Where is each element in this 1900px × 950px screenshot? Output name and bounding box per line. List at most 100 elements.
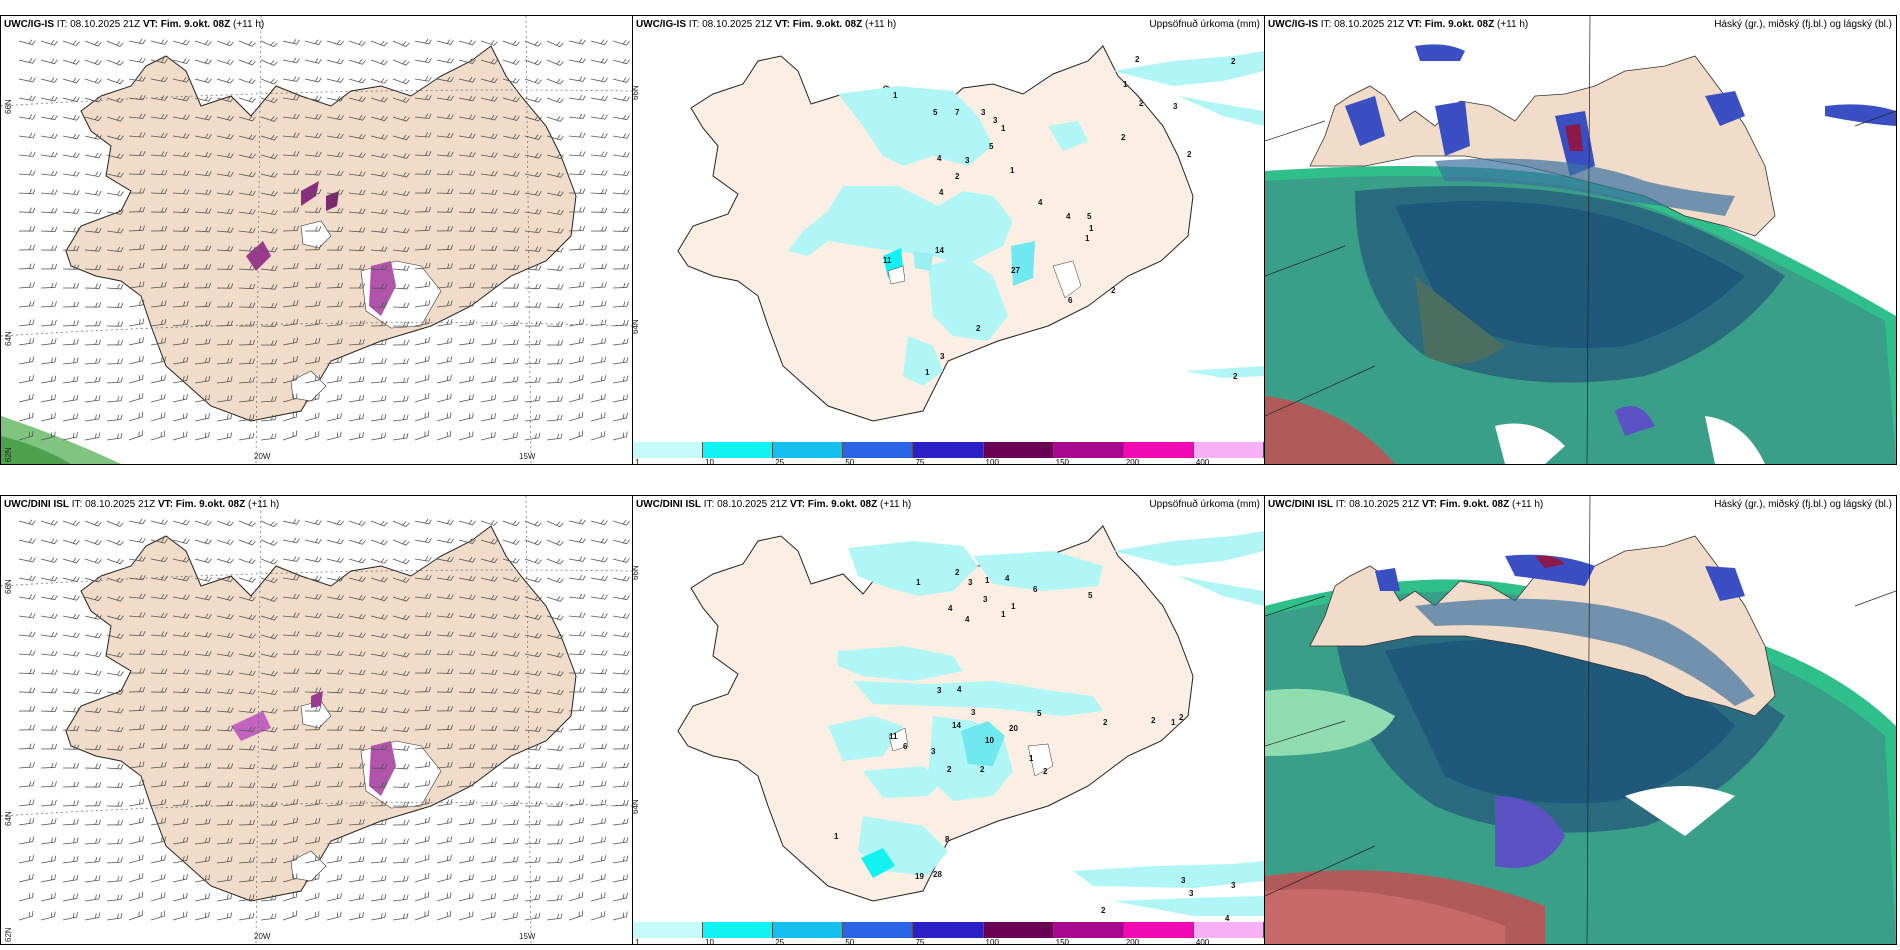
wind-barb (304, 188, 322, 195)
precip-amount-label: 2 (947, 765, 952, 774)
wind-barb (612, 58, 630, 65)
wind-barb (458, 538, 476, 544)
wind-barb (348, 171, 366, 177)
wind-barb (502, 227, 520, 233)
wind-barb (172, 189, 190, 195)
wind-barb (18, 244, 36, 251)
wind-barb (326, 743, 344, 750)
wind-barb (370, 782, 388, 788)
wind-barb (414, 299, 431, 308)
wind-barb (612, 837, 629, 845)
precip-amount-label: 1 (1171, 718, 1176, 727)
wind-barb (304, 650, 322, 656)
wind-barb (348, 632, 366, 638)
wind-barb (502, 800, 519, 807)
wind-barb (18, 873, 34, 883)
wind-barb (216, 395, 233, 403)
wind-barb (436, 356, 453, 365)
wind-barb (18, 337, 35, 346)
wind-barb (282, 393, 298, 403)
wind-barb (84, 651, 102, 658)
wind-barb (172, 133, 190, 139)
wind-barb (106, 321, 124, 327)
wind-barb (568, 687, 586, 693)
wind-barb (524, 321, 542, 327)
wind-barb (568, 411, 584, 422)
wind-barb (194, 226, 212, 233)
wind-barb (238, 395, 255, 403)
wind-panel-row2: UWC/DINI ISL IT: 08.10.2025 21Z VT: Fim.… (0, 495, 633, 945)
wind-barb (150, 430, 166, 441)
wind-barb (370, 893, 387, 902)
wind-barb (568, 891, 584, 902)
wind-barb (260, 520, 278, 528)
wind-barb (150, 892, 166, 902)
wind-barb (150, 519, 168, 525)
wind-barb (18, 631, 36, 637)
wind-barb (172, 245, 190, 251)
wind-barb (304, 375, 320, 384)
wind-barb (436, 39, 454, 45)
wind-barb (546, 284, 564, 290)
wind-barb (458, 226, 476, 232)
wind-barb (106, 153, 124, 159)
precip-amount-label: 5 (989, 142, 994, 151)
wind-barb (18, 817, 35, 826)
wind-barb (392, 395, 409, 403)
wind-barb (480, 594, 498, 601)
wind-barb (348, 688, 366, 694)
wind-barb (304, 911, 320, 921)
wind-barb (194, 375, 211, 384)
wind-barb (40, 207, 58, 214)
wind-barb (590, 226, 608, 232)
wind-barb (18, 300, 35, 308)
wind-barb (524, 912, 541, 921)
wind-barb (40, 114, 58, 121)
wind-barb (216, 283, 234, 289)
wind-barb (370, 376, 387, 384)
wind-barb (458, 725, 476, 731)
wind-barb (568, 318, 585, 327)
wind-barb (18, 575, 36, 582)
wind-barb (150, 799, 167, 807)
wind-barb (84, 576, 102, 583)
wind-barb (238, 209, 256, 215)
wind-barb (40, 594, 58, 601)
wind-barb (62, 133, 80, 140)
wind-barb (40, 189, 58, 195)
wind-barb (18, 170, 36, 176)
wind-barb (40, 263, 58, 270)
wind-barb (106, 78, 124, 85)
wind-barb (84, 670, 102, 676)
wind-barb (612, 357, 629, 365)
wind-barb (568, 836, 584, 845)
wind-barb (612, 538, 630, 545)
wind-barb (326, 133, 344, 139)
precip-amount-label: 5 (1088, 591, 1093, 600)
wind-barb (238, 782, 256, 788)
wind-barb (458, 743, 476, 750)
wind-barb (458, 95, 476, 102)
wind-barb (524, 614, 542, 620)
wind-barb (194, 781, 211, 788)
wind-barb (436, 412, 452, 422)
wind-barb (106, 670, 124, 677)
wind-barb (480, 133, 498, 140)
wind-barb (414, 374, 430, 384)
wind-barb (480, 264, 498, 270)
wind-barb (370, 246, 388, 252)
wind-barb (348, 413, 365, 422)
wind-barb (260, 265, 278, 271)
wind-barb (458, 575, 476, 582)
wind-barb (568, 225, 586, 232)
wind-barb (194, 58, 212, 65)
wind-barb (172, 669, 190, 675)
wind-barb (260, 539, 278, 546)
wind-barb (458, 762, 475, 769)
wind-barb (568, 668, 586, 674)
wind-barb (612, 77, 630, 83)
wind-barb (458, 375, 475, 384)
wind-barb (524, 670, 542, 676)
wind-barb (106, 340, 124, 346)
wind-barb (480, 58, 498, 65)
